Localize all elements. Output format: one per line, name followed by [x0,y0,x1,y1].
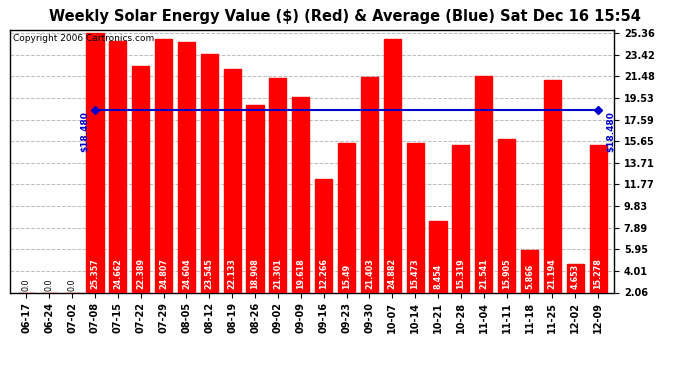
Text: 19.618: 19.618 [296,258,305,289]
Text: 5.866: 5.866 [525,264,534,289]
Bar [475,76,493,292]
Text: 8.454: 8.454 [433,264,442,289]
Bar [361,77,378,292]
Text: 15.473: 15.473 [411,258,420,289]
Bar [246,105,264,292]
Bar [453,145,469,292]
Text: Weekly Solar Energy Value ($) (Red) & Average (Blue) Sat Dec 16 15:54: Weekly Solar Energy Value ($) (Red) & Av… [49,9,641,24]
Text: 21.301: 21.301 [273,258,282,289]
Text: $18.480: $18.480 [607,111,615,152]
Text: 0.0: 0.0 [68,279,77,291]
Text: 15.319: 15.319 [456,258,465,289]
Text: 21.194: 21.194 [548,258,557,289]
Text: 23.545: 23.545 [205,258,214,289]
Text: 15.49: 15.49 [342,264,351,289]
Text: 24.882: 24.882 [388,258,397,289]
Text: 4.653: 4.653 [571,264,580,289]
Bar [155,39,172,292]
Text: 12.266: 12.266 [319,258,328,289]
Bar [589,146,607,292]
Text: 22.389: 22.389 [136,258,145,289]
Text: 0.0: 0.0 [22,279,31,291]
Text: 24.662: 24.662 [113,258,122,289]
Text: 24.604: 24.604 [182,258,191,289]
Bar [498,138,515,292]
Bar [224,69,241,292]
Bar [521,250,538,292]
Text: 21.403: 21.403 [365,258,374,289]
Bar [429,221,446,292]
Text: 24.807: 24.807 [159,258,168,289]
Bar [406,143,424,292]
Bar [86,33,104,292]
Bar [566,264,584,292]
Bar [315,179,333,292]
Bar [178,42,195,292]
Bar [132,66,149,292]
Bar [292,97,309,292]
Text: 21.541: 21.541 [480,258,489,289]
Text: 18.908: 18.908 [250,258,259,289]
Text: $18.480: $18.480 [80,111,89,152]
Text: 15.905: 15.905 [502,258,511,289]
Bar [201,54,218,292]
Bar [338,143,355,292]
Bar [544,80,561,292]
Bar [384,39,401,292]
Text: 15.278: 15.278 [593,258,602,289]
Bar [109,41,126,292]
Text: Copyright 2006 Cartronics.com: Copyright 2006 Cartronics.com [13,34,155,43]
Text: 25.357: 25.357 [90,258,99,289]
Text: 0.0: 0.0 [45,279,54,291]
Bar [269,78,286,292]
Text: 22.133: 22.133 [228,258,237,289]
